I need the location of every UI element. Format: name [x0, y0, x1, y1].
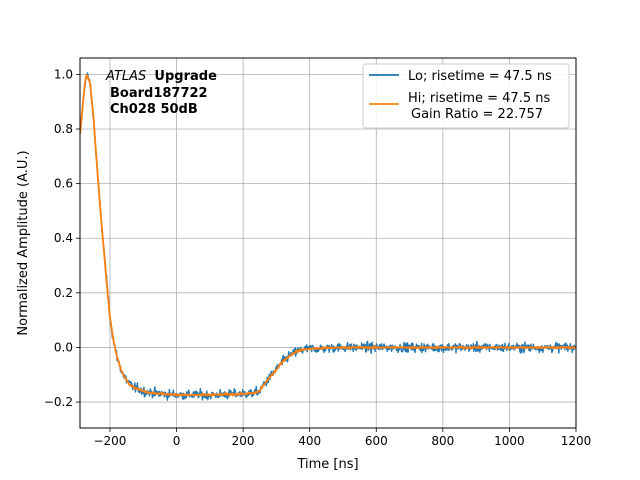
y-tick-label: −0.2: [44, 395, 73, 409]
legend: Lo; risetime = 47.5 ns Hi; risetime = 47…: [362, 63, 570, 129]
y-tick-label: 1.0: [54, 67, 73, 81]
y-tick-label: 0.8: [54, 122, 73, 136]
x-axis-label: Time [ns]: [296, 457, 358, 472]
legend-label-hi-gain: Gain Ratio = 22.757: [411, 107, 543, 122]
annotation-word: Upgrade: [154, 69, 217, 84]
annotation: ATLAS Upgrade Board187722 Ch028 50dB: [105, 69, 217, 117]
x-tick-label: 1000: [494, 434, 525, 448]
x-tick-label: 1200: [561, 434, 592, 448]
plot-frame: [79, 57, 577, 429]
y-tick-label: 0.0: [54, 340, 73, 354]
x-tick-label: −200: [93, 434, 126, 448]
x-tick-label: 200: [232, 434, 255, 448]
annotation-line2: Board187722: [110, 86, 208, 101]
y-axis-label: Normalized Amplitude (A.U.): [16, 150, 31, 335]
x-axis: −200 0 200 400 600 800 1000 1200: [93, 428, 591, 448]
x-tick-label: 800: [431, 434, 454, 448]
legend-box: [362, 63, 570, 129]
annotation-experiment: ATLAS: [105, 69, 146, 84]
y-axis: −0.2 0.0 0.2 0.4 0.6 0.8 1.0: [44, 67, 80, 409]
y-tick-label: 0.2: [54, 286, 73, 300]
y-tick-label: 0.4: [54, 231, 73, 245]
x-tick-label: 0: [173, 434, 181, 448]
x-tick-label: 600: [365, 434, 388, 448]
legend-label-hi: Hi; risetime = 47.5 ns: [408, 91, 550, 106]
annotation-line1: ATLAS Upgrade: [105, 69, 217, 84]
plot-lines: [80, 72, 576, 401]
series-line-hi: [80, 74, 576, 397]
legend-label-lo: Lo; risetime = 47.5 ns: [408, 69, 552, 84]
x-tick-label: 400: [298, 434, 321, 448]
y-tick-label: 0.6: [54, 177, 73, 191]
annotation-line3: Ch028 50dB: [110, 102, 198, 117]
